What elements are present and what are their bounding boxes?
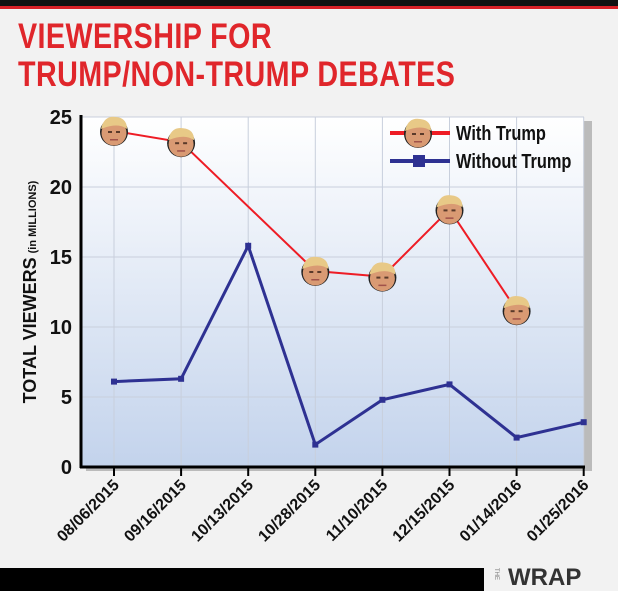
face: [405, 122, 431, 148]
mouth: [378, 284, 387, 287]
legend-label: Without Trump: [456, 149, 571, 172]
trump-head-marker: [435, 195, 464, 225]
face: [437, 198, 462, 224]
legend-label: With Trump: [456, 121, 546, 144]
data-point-marker: [111, 378, 117, 385]
thewrap-logo: WRAP: [508, 564, 582, 591]
y-tick-label: 25: [50, 107, 72, 129]
y-tick-label: 0: [61, 457, 72, 479]
y-axis-label-main: TOTAL VIEWERS: [20, 257, 40, 403]
eye: [384, 276, 389, 279]
hair: [436, 195, 463, 208]
data-point-marker: [513, 434, 520, 441]
x-tick-label: 09/16/2015: [121, 477, 190, 546]
legend-trump-head-icon: [404, 118, 432, 148]
data-point-marker: [379, 396, 386, 403]
logo-prefix: THE: [493, 568, 499, 580]
eye: [518, 310, 523, 313]
mouth: [110, 139, 118, 141]
title-line-2: TRUMP/NON-TRUMP DEBATES: [18, 55, 456, 94]
x-tick-label: 10/13/2015: [188, 477, 257, 546]
hair: [405, 118, 431, 131]
y-axis-label-unit: (in MILLIONS): [27, 180, 39, 253]
x-tick-label: 01/14/2016: [457, 477, 526, 546]
hair: [369, 262, 396, 275]
legend-square-icon: [413, 155, 425, 167]
top-accent: [0, 6, 618, 9]
x-tick-label: 08/06/2015: [54, 477, 123, 546]
mouth: [414, 141, 422, 143]
eye: [116, 131, 120, 133]
series-line-without-trump: [113, 241, 585, 447]
eye: [183, 142, 188, 145]
y-tick-label: 20: [50, 177, 72, 199]
eye: [309, 271, 314, 273]
chart-title: VIEWERSHIP FOR TRUMP/NON-TRUMP DEBATES: [18, 18, 455, 94]
eye: [420, 133, 424, 135]
y-axis-label: TOTAL VIEWERS (in MILLIONS): [20, 180, 40, 403]
eye: [510, 310, 515, 313]
trump-head-marker: [301, 256, 330, 286]
trump-head-marker: [167, 127, 196, 158]
x-tick-label: 10/28/2015: [255, 477, 324, 546]
y-tick-label: 5: [61, 387, 72, 409]
eye: [108, 131, 112, 133]
eye: [376, 276, 381, 279]
plot-area: [82, 117, 584, 467]
mouth: [512, 318, 521, 320]
x-tick-label: 01/25/2016: [524, 477, 593, 546]
trump-head-marker: [100, 116, 128, 146]
face: [168, 131, 194, 157]
data-point-marker: [178, 375, 185, 382]
x-tick-label: 11/10/2015: [323, 477, 391, 545]
data-point-marker: [446, 381, 453, 388]
eye: [451, 209, 456, 212]
eye: [443, 209, 448, 212]
eye: [412, 133, 416, 135]
top-bar: [0, 0, 618, 6]
hair: [101, 116, 127, 129]
mouth: [311, 279, 320, 281]
face: [504, 299, 530, 325]
eye: [175, 142, 180, 145]
data-point-marker: [245, 242, 252, 249]
footer-bar: [0, 568, 484, 591]
mouth: [177, 150, 186, 152]
mouth: [445, 217, 454, 219]
title-line-1: VIEWERSHIP FOR: [18, 17, 272, 56]
trump-head-marker: [368, 262, 397, 292]
face: [101, 120, 127, 146]
hair: [302, 256, 329, 269]
hair: [503, 295, 530, 309]
hair: [168, 127, 195, 141]
face: [369, 266, 395, 292]
x-tick-label: 12/15/2015: [390, 477, 459, 546]
face: [302, 260, 328, 286]
data-point-marker: [312, 441, 319, 448]
y-tick-label: 10: [50, 317, 72, 339]
y-tick-label: 15: [50, 247, 72, 269]
eye: [317, 271, 322, 273]
trump-head-marker: [502, 295, 531, 326]
data-point-marker: [580, 419, 587, 426]
